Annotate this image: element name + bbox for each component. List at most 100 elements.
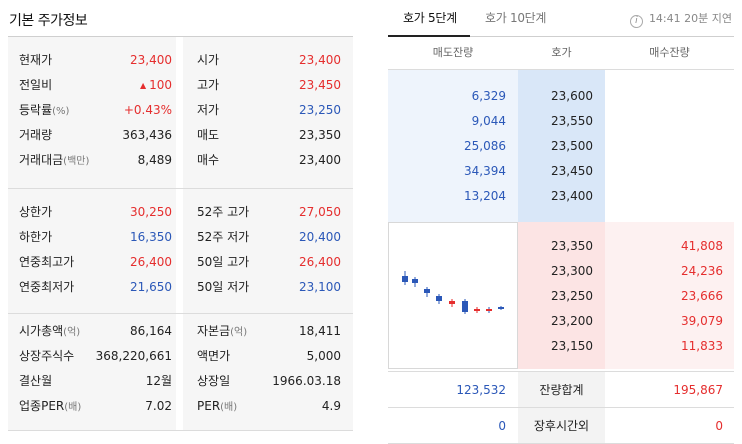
stat-value: 21,650 xyxy=(130,280,172,294)
order-book-header: 매도잔량 호가 매수잔량 xyxy=(388,37,734,69)
basic-stock-info-panel: 기본 주가정보 현재가 23,400 시가 23,400 전일비 ▲ 100 고가 23,450… xyxy=(8,0,353,444)
candle-9 xyxy=(498,306,504,310)
stat-label: 시가총액(억) xyxy=(19,324,81,338)
stat-value: 8,489 xyxy=(137,153,172,167)
ask-row[interactable]: 13,204 23,400 xyxy=(388,184,734,209)
stat-value: 363,436 xyxy=(122,128,172,142)
stat-value: 26,400 xyxy=(130,255,172,269)
total-remaining-label: 잔량합계 xyxy=(539,383,584,397)
stat-label: 52주 저가 xyxy=(197,230,250,244)
stat-label: 상장주식수 xyxy=(19,349,75,363)
ask-price: 23,450 xyxy=(551,164,593,178)
stat-label: 결산월 xyxy=(19,374,53,388)
ask-qty: 13,204 xyxy=(464,189,506,203)
ask-qty: 25,086 xyxy=(464,139,506,153)
ask-row[interactable]: 34,394 23,450 xyxy=(388,159,734,184)
order-book-panel: 호가 5단계 호가 10단계 i 14:41 20분 지연 매도잔량 호가 매수잔… xyxy=(388,0,734,444)
stat-row: 결산월 12월 상장일 1966.03.18 xyxy=(8,369,353,394)
bid-qty: 23,666 xyxy=(681,289,723,303)
bid-row[interactable]: 23,350 41,808 xyxy=(388,234,734,259)
ask-price: 23,550 xyxy=(551,114,593,128)
price-section xyxy=(8,37,353,188)
after-hours-ask-qty: 0 xyxy=(498,419,506,433)
stat-value: 20,400 xyxy=(299,230,341,244)
stat-value: 23,400 xyxy=(130,53,172,67)
header-divider xyxy=(388,69,734,70)
stat-label: 상한가 xyxy=(19,205,53,219)
stat-label: 시가 xyxy=(197,53,220,67)
range-section xyxy=(8,189,353,313)
bid-qty: 11,833 xyxy=(681,339,723,353)
candle-1 xyxy=(402,271,408,285)
stat-label: 50일 저가 xyxy=(197,280,250,294)
bid-qty: 24,236 xyxy=(681,264,723,278)
stat-value: 23,400 xyxy=(299,153,341,167)
up-arrow-icon: ▲ xyxy=(139,81,147,90)
total-bid-qty: 195,867 xyxy=(673,383,723,397)
bid-price: 23,300 xyxy=(551,264,593,278)
stat-value: 23,350 xyxy=(299,128,341,142)
ask-row[interactable]: 25,086 23,500 xyxy=(388,134,734,159)
stat-label: PER(배) xyxy=(197,399,238,413)
bid-price: 23,200 xyxy=(551,314,593,328)
stat-value: +0.43% xyxy=(123,103,172,117)
ask-row[interactable]: 6,329 23,600 xyxy=(388,84,734,109)
stat-label: 고가 xyxy=(197,78,220,92)
stat-label: 50일 고가 xyxy=(197,255,250,269)
ask-qty: 6,329 xyxy=(471,89,506,103)
total-remaining-row: 123,532 잔량합계 195,867 xyxy=(388,372,734,408)
stat-row: 하한가 16,350 52주 저가 20,400 xyxy=(8,225,353,250)
total-ask-qty: 123,532 xyxy=(456,383,506,397)
stat-row: 연중최저가 21,650 50일 저가 23,100 xyxy=(8,275,353,300)
stat-value: 18,411 xyxy=(299,324,341,338)
stat-value: 5,000 xyxy=(306,349,341,363)
bid-row[interactable]: 23,250 23,666 xyxy=(388,284,734,309)
stat-label: 거래대금(백만) xyxy=(19,153,90,167)
tab-10-levels[interactable]: 호가 10단계 xyxy=(485,11,547,25)
stat-label: 현재가 xyxy=(19,53,53,67)
stat-value: 23,250 xyxy=(299,103,341,117)
stat-label: 액면가 xyxy=(197,349,231,363)
stat-value: 30,250 xyxy=(130,205,172,219)
ask-price: 23,500 xyxy=(551,139,593,153)
candle-8 xyxy=(486,307,492,313)
bid-row[interactable]: 23,300 24,236 xyxy=(388,259,734,284)
header-ask-qty: 매도잔량 xyxy=(432,46,474,59)
panel-title: 기본 주가정보 xyxy=(9,13,88,29)
delay-info: i 14:41 20분 지연 xyxy=(629,10,732,28)
stat-value: 1966.03.18 xyxy=(272,374,341,388)
bid-price: 23,150 xyxy=(551,339,593,353)
ask-row[interactable]: 9,044 23,550 xyxy=(388,109,734,134)
stat-row: 전일비 ▲ 100 고가 23,450 xyxy=(8,73,353,98)
stat-value: 4.9 xyxy=(321,399,341,413)
bid-qty: 39,079 xyxy=(681,314,723,328)
candle-3 xyxy=(424,287,430,297)
mini-candle-chart xyxy=(388,222,518,369)
stat-row: 상한가 30,250 52주 고가 27,050 xyxy=(8,200,353,225)
stat-label: 업종PER(배) xyxy=(19,399,82,413)
bid-qty-area xyxy=(605,222,734,369)
ask-qty: 34,394 xyxy=(464,164,506,178)
after-hours-label: 장후시간외 xyxy=(533,419,590,433)
bid-qty: 41,808 xyxy=(681,239,723,253)
candle-5 xyxy=(449,299,455,307)
stat-label: 저가 xyxy=(197,103,220,117)
stat-value: 12월 xyxy=(145,374,172,388)
ask-price: 23,600 xyxy=(551,89,593,103)
stat-row: 거래대금(백만) 8,489 매수 23,400 xyxy=(8,148,353,173)
info-icon[interactable]: i xyxy=(629,15,643,28)
after-hours-row: 0 장후시간외 0 xyxy=(388,408,734,444)
stat-row: 상장주식수 368,220,661 액면가 5,000 xyxy=(8,344,353,369)
stat-label: 하한가 xyxy=(19,230,53,244)
stat-row: 거래량 363,436 매도 23,350 xyxy=(8,123,353,148)
bid-row[interactable]: 23,150 11,833 xyxy=(388,334,734,359)
candle-6 xyxy=(462,299,468,314)
tab-5-levels[interactable]: 호가 5단계 xyxy=(403,11,457,25)
stat-label: 등락률(%) xyxy=(19,103,70,117)
stat-row: 업종PER(배) 7.02 PER(배) 4.9 xyxy=(8,394,353,419)
stat-value: 368,220,661 xyxy=(95,349,172,363)
bid-row[interactable]: 23,200 39,079 xyxy=(388,309,734,334)
stat-value: ▲ 100 xyxy=(139,78,172,92)
ask-price-area xyxy=(518,70,605,222)
bid-price-area xyxy=(518,222,605,369)
